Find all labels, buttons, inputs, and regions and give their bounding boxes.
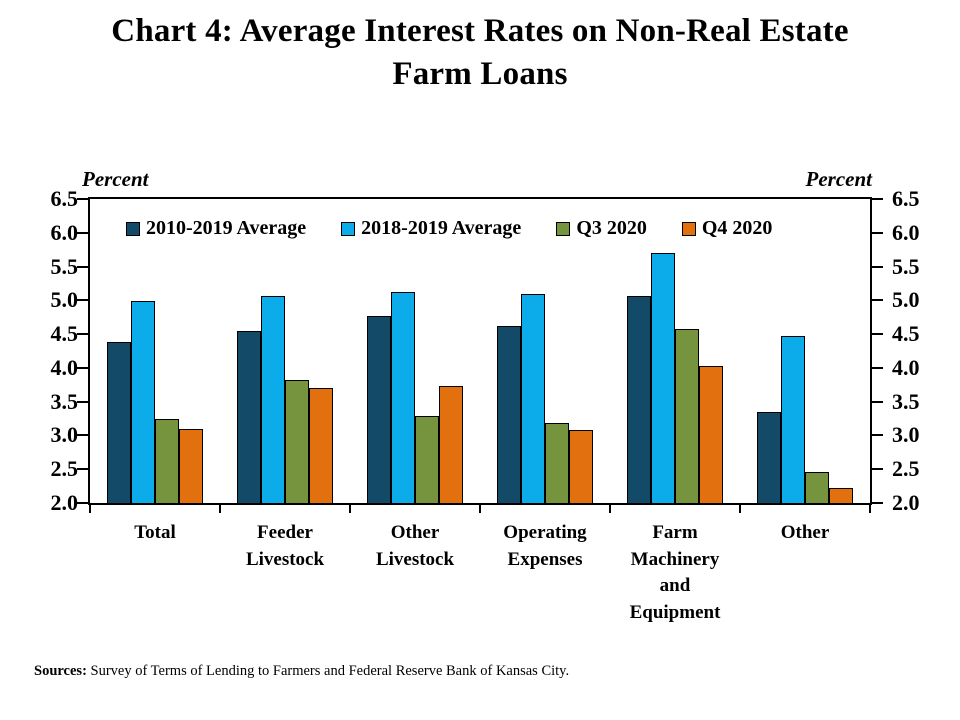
x-tick-mark [869,505,871,513]
y-tick-label: 3.5 [50,388,79,414]
bar-2018-2019-average-group0 [131,301,155,503]
y-tick-label: 2.5 [892,456,920,482]
bar-2010-2019-average-group4 [627,296,651,503]
legend-swatch-icon [556,221,571,236]
legend-item: Q3 2020 [556,217,647,240]
bar-q4-2020-group4 [699,365,723,503]
bar-2010-2019-average-group2 [367,315,391,503]
bar-q3-2020-group1 [285,380,309,503]
y-tick-mark [872,468,883,471]
y-tick-label: 6.0 [892,219,920,245]
bar-2018-2019-average-group3 [521,294,545,503]
y-tick-mark [872,231,883,234]
plot-area: 2010-2019 Average 2018-2019 Average Q3 202… [88,197,872,505]
y-tick-mark [872,198,883,200]
y-tick-mark [77,265,88,268]
y-tick-label: 5.0 [50,287,79,313]
y-tick-label: 6.0 [50,219,79,245]
x-tick-mark [609,505,611,513]
y-tick-label: 4.5 [50,321,79,347]
y-tick-mark [77,468,88,471]
x-axis-label: Farm Machinery and Equipment [629,522,721,623]
y-tick-mark [77,333,88,336]
legend-item: 2018-2019 Average [341,217,521,240]
y-tick-label: 5.5 [892,253,920,279]
bar-2018-2019-average-group2 [391,291,415,503]
bar-2018-2019-average-group4 [651,253,675,503]
y-tick-label: 6.5 [50,186,79,211]
y-axis-unit-left: Percent [82,167,149,191]
y-tick-mark [872,299,883,302]
sources-text: Survey of Terms of Lending to Farmers an… [86,663,570,679]
bar-q3-2020-group4 [675,329,699,503]
bar-q3-2020-group5 [805,471,829,503]
legend-swatch-icon [126,221,140,236]
x-axis-label: Other [780,522,830,543]
y-tick-label: 3.0 [892,422,920,448]
y-tick-mark [872,400,883,403]
y-tick-label: 5.0 [892,287,920,313]
sources-note: Sources: Survey of Terms of Lending to F… [34,663,569,680]
bar-q4-2020-group0 [179,429,203,503]
bar-q4-2020-group3 [569,430,593,503]
y-tick-mark [872,366,883,369]
legend-swatch-icon [341,221,356,236]
chart-title: Chart 4: Average Interest Rates on Non-R… [111,13,849,92]
legend-item: Q4 2020 [681,217,773,240]
bar-q3-2020-group0 [155,418,179,503]
y-axis-unit-right: Percent [805,167,872,191]
sources-label: Sources: [34,663,87,679]
bar-q4-2020-group1 [309,388,333,503]
x-axis-label: Feeder Livestock [245,522,325,570]
y-tick-mark [77,231,88,234]
bar-2010-2019-average-group3 [497,326,521,503]
bar-q4-2020-group5 [829,488,853,503]
legend: 2010-2019 Average 2018-2019 Average Q3 202… [126,217,772,240]
y-tick-mark [77,366,88,369]
y-tick-label: 2.5 [50,456,79,482]
bar-2010-2019-average-group0 [107,342,131,503]
bar-2018-2019-average-group1 [261,296,285,503]
legend-label: Q4 2020 [701,217,773,239]
y-tick-mark [872,434,883,437]
y-tick-label: 6.5 [892,186,920,211]
y-tick-mark [77,299,88,302]
x-tick-mark [739,505,741,513]
x-axis-label: Other Livestock [375,522,455,570]
y-tick-mark [77,502,88,504]
legend-label: 2010-2019 Average [146,217,307,239]
y-tick-mark [77,400,88,403]
y-tick-label: 4.5 [892,321,920,347]
x-tick-mark [349,505,351,513]
y-tick-mark [872,502,883,504]
legend-item: 2010-2019 Average [126,217,306,240]
bar-q3-2020-group2 [415,415,439,503]
bar-2018-2019-average-group5 [781,336,805,503]
x-tick-mark [479,505,481,513]
x-tick-mark [219,505,221,513]
bar-q4-2020-group2 [439,386,463,503]
legend-swatch-icon [681,221,696,236]
y-tick-mark [872,265,883,268]
y-tick-label: 4.0 [50,354,79,380]
x-axis-label: Total [134,522,176,543]
y-tick-label: 4.0 [892,354,920,380]
bar-2010-2019-average-group1 [237,330,261,503]
x-tick-mark [89,505,91,513]
legend-label: Q3 2020 [576,217,647,239]
bar-q3-2020-group3 [545,422,569,503]
legend-label: 2018-2019 Average [361,217,522,239]
x-axis-label: Operating Expenses [503,522,587,570]
y-tick-mark [872,333,883,336]
y-tick-label: 2.0 [50,490,79,515]
y-tick-label: 3.5 [892,388,920,414]
y-tick-mark [77,198,88,200]
y-tick-mark [77,434,88,437]
y-tick-label: 2.0 [892,490,920,515]
y-tick-label: 5.5 [50,253,79,279]
y-tick-label: 3.0 [50,422,79,448]
bar-2010-2019-average-group5 [757,411,781,503]
